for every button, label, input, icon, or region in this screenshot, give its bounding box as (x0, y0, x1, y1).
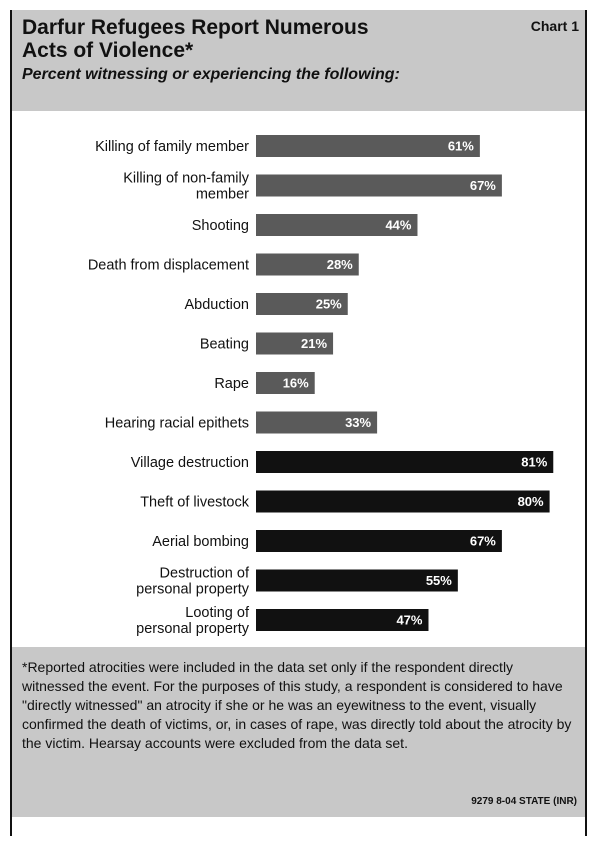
category-label-line: Destruction of (160, 566, 250, 582)
category-label-line: personal property (136, 582, 250, 598)
bar-8 (256, 451, 554, 473)
category-label-line: Killing of non-family (123, 171, 249, 187)
bar-chart-svg: 61% Killing of family member 67% Killing of… (88, 135, 554, 637)
category-label-6: Rape (214, 376, 249, 392)
bar-4 (256, 293, 348, 315)
value-label-9: 80% (518, 494, 544, 509)
bar-3 (256, 253, 359, 276)
bar-9 (256, 490, 550, 513)
category-label-line: personal property (136, 621, 250, 637)
category-label-11: Destruction of personal property (136, 566, 250, 598)
footnote-text: *Reported atrocities were included in th… (22, 659, 572, 751)
category-label-12: Looting of personal property (136, 605, 250, 637)
value-label-2: 44% (385, 218, 411, 233)
value-label-11: 55% (426, 573, 452, 588)
bar-5 (256, 332, 334, 355)
category-label-line: member (196, 187, 249, 203)
value-label-7: 33% (345, 415, 371, 430)
category-label-line: Killing of family member (95, 139, 249, 155)
bar-10 (256, 530, 502, 552)
bar-11 (256, 569, 458, 592)
category-label-line: Theft of livestock (140, 495, 250, 511)
category-label-line: Abduction (185, 297, 250, 313)
category-label-line: Looting of (185, 605, 250, 621)
value-label-0: 61% (448, 139, 474, 154)
category-label-8: Village destruction (131, 455, 249, 471)
category-label-line: Aerial bombing (152, 534, 249, 550)
category-label-7: Hearing racial epithets (105, 416, 249, 432)
bar-0 (256, 135, 480, 157)
chart-frame: Darfur Refugees Report Numerous Acts of … (10, 10, 587, 836)
chart-title: Darfur Refugees Report Numerous Acts of … (22, 16, 369, 62)
category-label-line: Rape (214, 376, 249, 392)
category-label-4: Abduction (185, 297, 250, 313)
value-label-3: 28% (327, 257, 353, 272)
category-label-2: Shooting (192, 218, 249, 234)
bar-6 (256, 372, 315, 394)
bar-2 (256, 214, 418, 236)
value-label-5: 21% (301, 336, 327, 351)
category-label-0: Killing of family member (95, 139, 249, 155)
chart-number: Chart 1 (530, 18, 579, 34)
category-label-line: Hearing racial epithets (105, 416, 249, 432)
category-label-3: Death from displacement (88, 258, 249, 274)
value-label-10: 67% (470, 534, 496, 549)
category-label-1: Killing of non-family member (123, 171, 249, 203)
value-label-4: 25% (316, 297, 342, 312)
value-label-12: 47% (396, 613, 422, 628)
value-label-1: 67% (470, 178, 496, 193)
category-label-line: Death from displacement (88, 258, 249, 274)
bar-12 (256, 609, 429, 631)
footnote-box: *Reported atrocities were included in th… (12, 647, 585, 817)
bar-7 (256, 411, 378, 434)
category-label-line: Village destruction (131, 455, 249, 471)
value-label-6: 16% (283, 376, 309, 391)
bar-chart: 61% Killing of family member 67% Killing of… (12, 111, 585, 646)
category-label-5: Beating (200, 337, 249, 353)
value-label-8: 81% (521, 455, 547, 470)
bar-1 (256, 174, 502, 197)
category-label-line: Beating (200, 337, 249, 353)
category-label-10: Aerial bombing (152, 534, 249, 550)
chart-subtitle: Percent witnessing or experiencing the f… (22, 66, 400, 83)
source-line: 9279 8-04 STATE (INR) (471, 796, 577, 807)
chart-header: Darfur Refugees Report Numerous Acts of … (12, 10, 585, 111)
category-label-line: Shooting (192, 218, 249, 234)
category-label-9: Theft of livestock (140, 495, 250, 511)
